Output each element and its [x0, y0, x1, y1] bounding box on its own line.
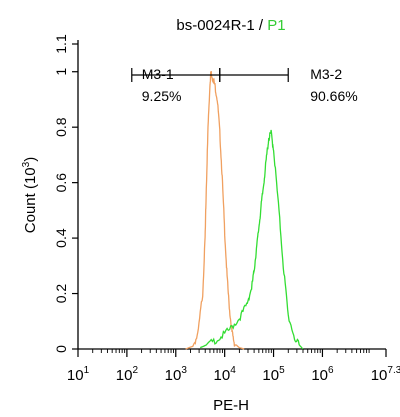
x-ticks: 101 102 103 104 105 106 107.3 [67, 349, 400, 384]
chart-title-gate: P1 [267, 17, 285, 34]
y-tick-label: 0.4 [53, 228, 69, 248]
chart-title-sample: bs-0024R-1 [176, 17, 254, 34]
x-axis-label: PE-H [213, 397, 249, 414]
x-tick-label: 102 [116, 365, 139, 384]
y-axis-unit-close: ) [22, 157, 39, 162]
y-tick-label: 0 [53, 345, 69, 353]
x-tick-label: 107.3 [371, 365, 400, 384]
y-tick-label: 0.6 [53, 173, 69, 193]
histogram-series-2 [199, 129, 304, 350]
y-tick-label: 0.2 [53, 284, 69, 304]
y-tick-label: 0.8 [53, 117, 69, 137]
x-tick-label: 105 [262, 365, 285, 384]
y-axis-label: Count (103) [21, 157, 39, 233]
y-tick-label: 1 [53, 68, 69, 76]
y-axis-unit-exp: 3 [21, 161, 32, 167]
marker-gates: M3-1 9.25% M3-2 90.66% [131, 66, 358, 104]
chart-title-separator: / [255, 17, 268, 34]
y-axis-unit-base: (10 [22, 167, 39, 189]
marker-percent: 9.25% [142, 88, 182, 104]
x-tick-label: 103 [165, 365, 188, 384]
y-axis-label-text: Count [22, 192, 39, 233]
y-ticks: 0 0.2 0.4 0.6 0.8 1 1.1 [53, 34, 78, 353]
y-tick-label: 1.1 [53, 34, 69, 54]
x-tick-label: 101 [67, 365, 90, 384]
marker-label: M3-1 [142, 66, 174, 82]
marker-label: M3-2 [310, 66, 342, 82]
chart-title: bs-0024R-1 / P1 [176, 17, 285, 34]
x-tick-label: 106 [311, 365, 334, 384]
histogram-series-1 [185, 71, 245, 350]
x-tick-label: 104 [214, 365, 237, 384]
marker-percent: 90.66% [310, 88, 357, 104]
